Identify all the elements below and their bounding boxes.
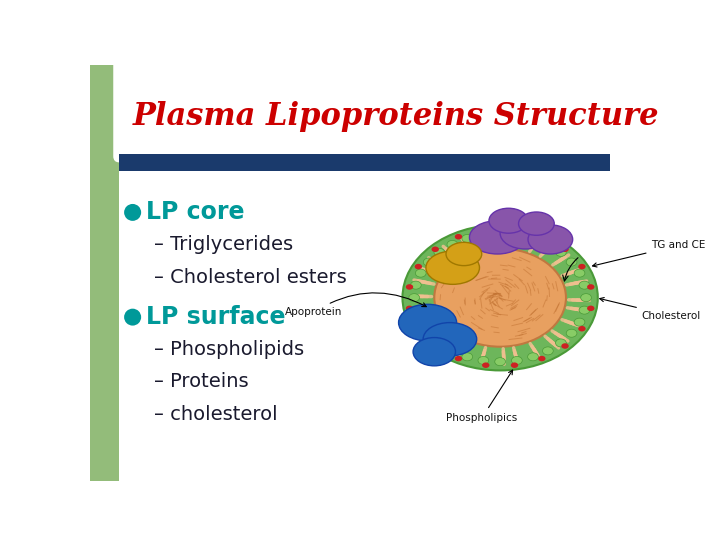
Text: Cholesterol: Cholesterol — [600, 298, 701, 321]
Ellipse shape — [511, 356, 522, 365]
Text: LP core: LP core — [145, 200, 244, 225]
Text: – Proteins: – Proteins — [153, 372, 248, 391]
Bar — [120, 154, 611, 171]
Ellipse shape — [556, 339, 566, 347]
Text: – Triglycerides: – Triglycerides — [153, 235, 292, 254]
Ellipse shape — [542, 240, 553, 248]
Ellipse shape — [528, 234, 539, 242]
Ellipse shape — [447, 240, 458, 248]
Text: Plasma Lipoproteins Structure: Plasma Lipoproteins Structure — [132, 102, 659, 132]
Text: – Phospholipids: – Phospholipids — [153, 340, 304, 359]
Ellipse shape — [426, 251, 480, 285]
Ellipse shape — [562, 343, 569, 349]
Ellipse shape — [462, 234, 472, 242]
Ellipse shape — [574, 318, 585, 326]
Ellipse shape — [406, 306, 413, 311]
Ellipse shape — [415, 318, 426, 326]
Ellipse shape — [579, 306, 590, 314]
Text: – Cholesterol esters: – Cholesterol esters — [153, 268, 346, 287]
Bar — [90, 65, 120, 481]
Ellipse shape — [469, 221, 526, 254]
Ellipse shape — [566, 258, 577, 266]
Ellipse shape — [415, 326, 422, 332]
Ellipse shape — [447, 347, 458, 355]
Ellipse shape — [455, 234, 462, 239]
Text: LP surface: LP surface — [145, 305, 285, 329]
Text: Apoprotein: Apoprotein — [285, 293, 426, 317]
Circle shape — [124, 204, 141, 221]
Ellipse shape — [410, 281, 421, 289]
Ellipse shape — [462, 353, 472, 361]
Ellipse shape — [542, 347, 553, 355]
Ellipse shape — [399, 305, 456, 341]
Ellipse shape — [415, 269, 426, 277]
Ellipse shape — [434, 248, 566, 347]
Ellipse shape — [478, 231, 489, 239]
Ellipse shape — [587, 284, 595, 290]
Ellipse shape — [410, 306, 421, 314]
Ellipse shape — [406, 284, 413, 290]
Ellipse shape — [566, 329, 577, 337]
Ellipse shape — [511, 231, 522, 239]
Ellipse shape — [510, 362, 518, 368]
Ellipse shape — [434, 339, 445, 347]
Ellipse shape — [562, 247, 569, 252]
Ellipse shape — [402, 225, 598, 370]
Text: TG and CE: TG and CE — [593, 240, 706, 267]
Ellipse shape — [431, 247, 439, 252]
Ellipse shape — [495, 230, 505, 238]
Ellipse shape — [518, 212, 554, 235]
Ellipse shape — [579, 281, 590, 289]
Ellipse shape — [455, 356, 462, 361]
Ellipse shape — [578, 326, 585, 332]
Ellipse shape — [538, 234, 546, 239]
FancyBboxPatch shape — [113, 59, 654, 163]
Ellipse shape — [528, 225, 572, 254]
Ellipse shape — [478, 356, 489, 365]
Ellipse shape — [415, 264, 422, 269]
Ellipse shape — [500, 218, 550, 249]
Circle shape — [124, 309, 141, 326]
Ellipse shape — [556, 248, 566, 256]
Ellipse shape — [510, 227, 518, 233]
Ellipse shape — [489, 208, 528, 233]
Ellipse shape — [495, 357, 505, 366]
Ellipse shape — [538, 356, 546, 361]
Text: – cholesterol: – cholesterol — [153, 404, 277, 424]
Ellipse shape — [434, 248, 445, 256]
Ellipse shape — [581, 294, 591, 302]
Ellipse shape — [482, 227, 490, 233]
Ellipse shape — [423, 329, 434, 337]
Ellipse shape — [482, 362, 490, 368]
Ellipse shape — [431, 343, 439, 349]
Ellipse shape — [574, 269, 585, 277]
Ellipse shape — [446, 242, 482, 266]
Ellipse shape — [578, 264, 585, 269]
Text: Phospholipics: Phospholipics — [446, 370, 518, 423]
Ellipse shape — [423, 322, 477, 356]
Bar — [90, 65, 218, 156]
Ellipse shape — [528, 353, 539, 361]
Ellipse shape — [413, 338, 456, 366]
Ellipse shape — [409, 294, 420, 302]
Ellipse shape — [587, 306, 595, 311]
Ellipse shape — [423, 258, 434, 266]
